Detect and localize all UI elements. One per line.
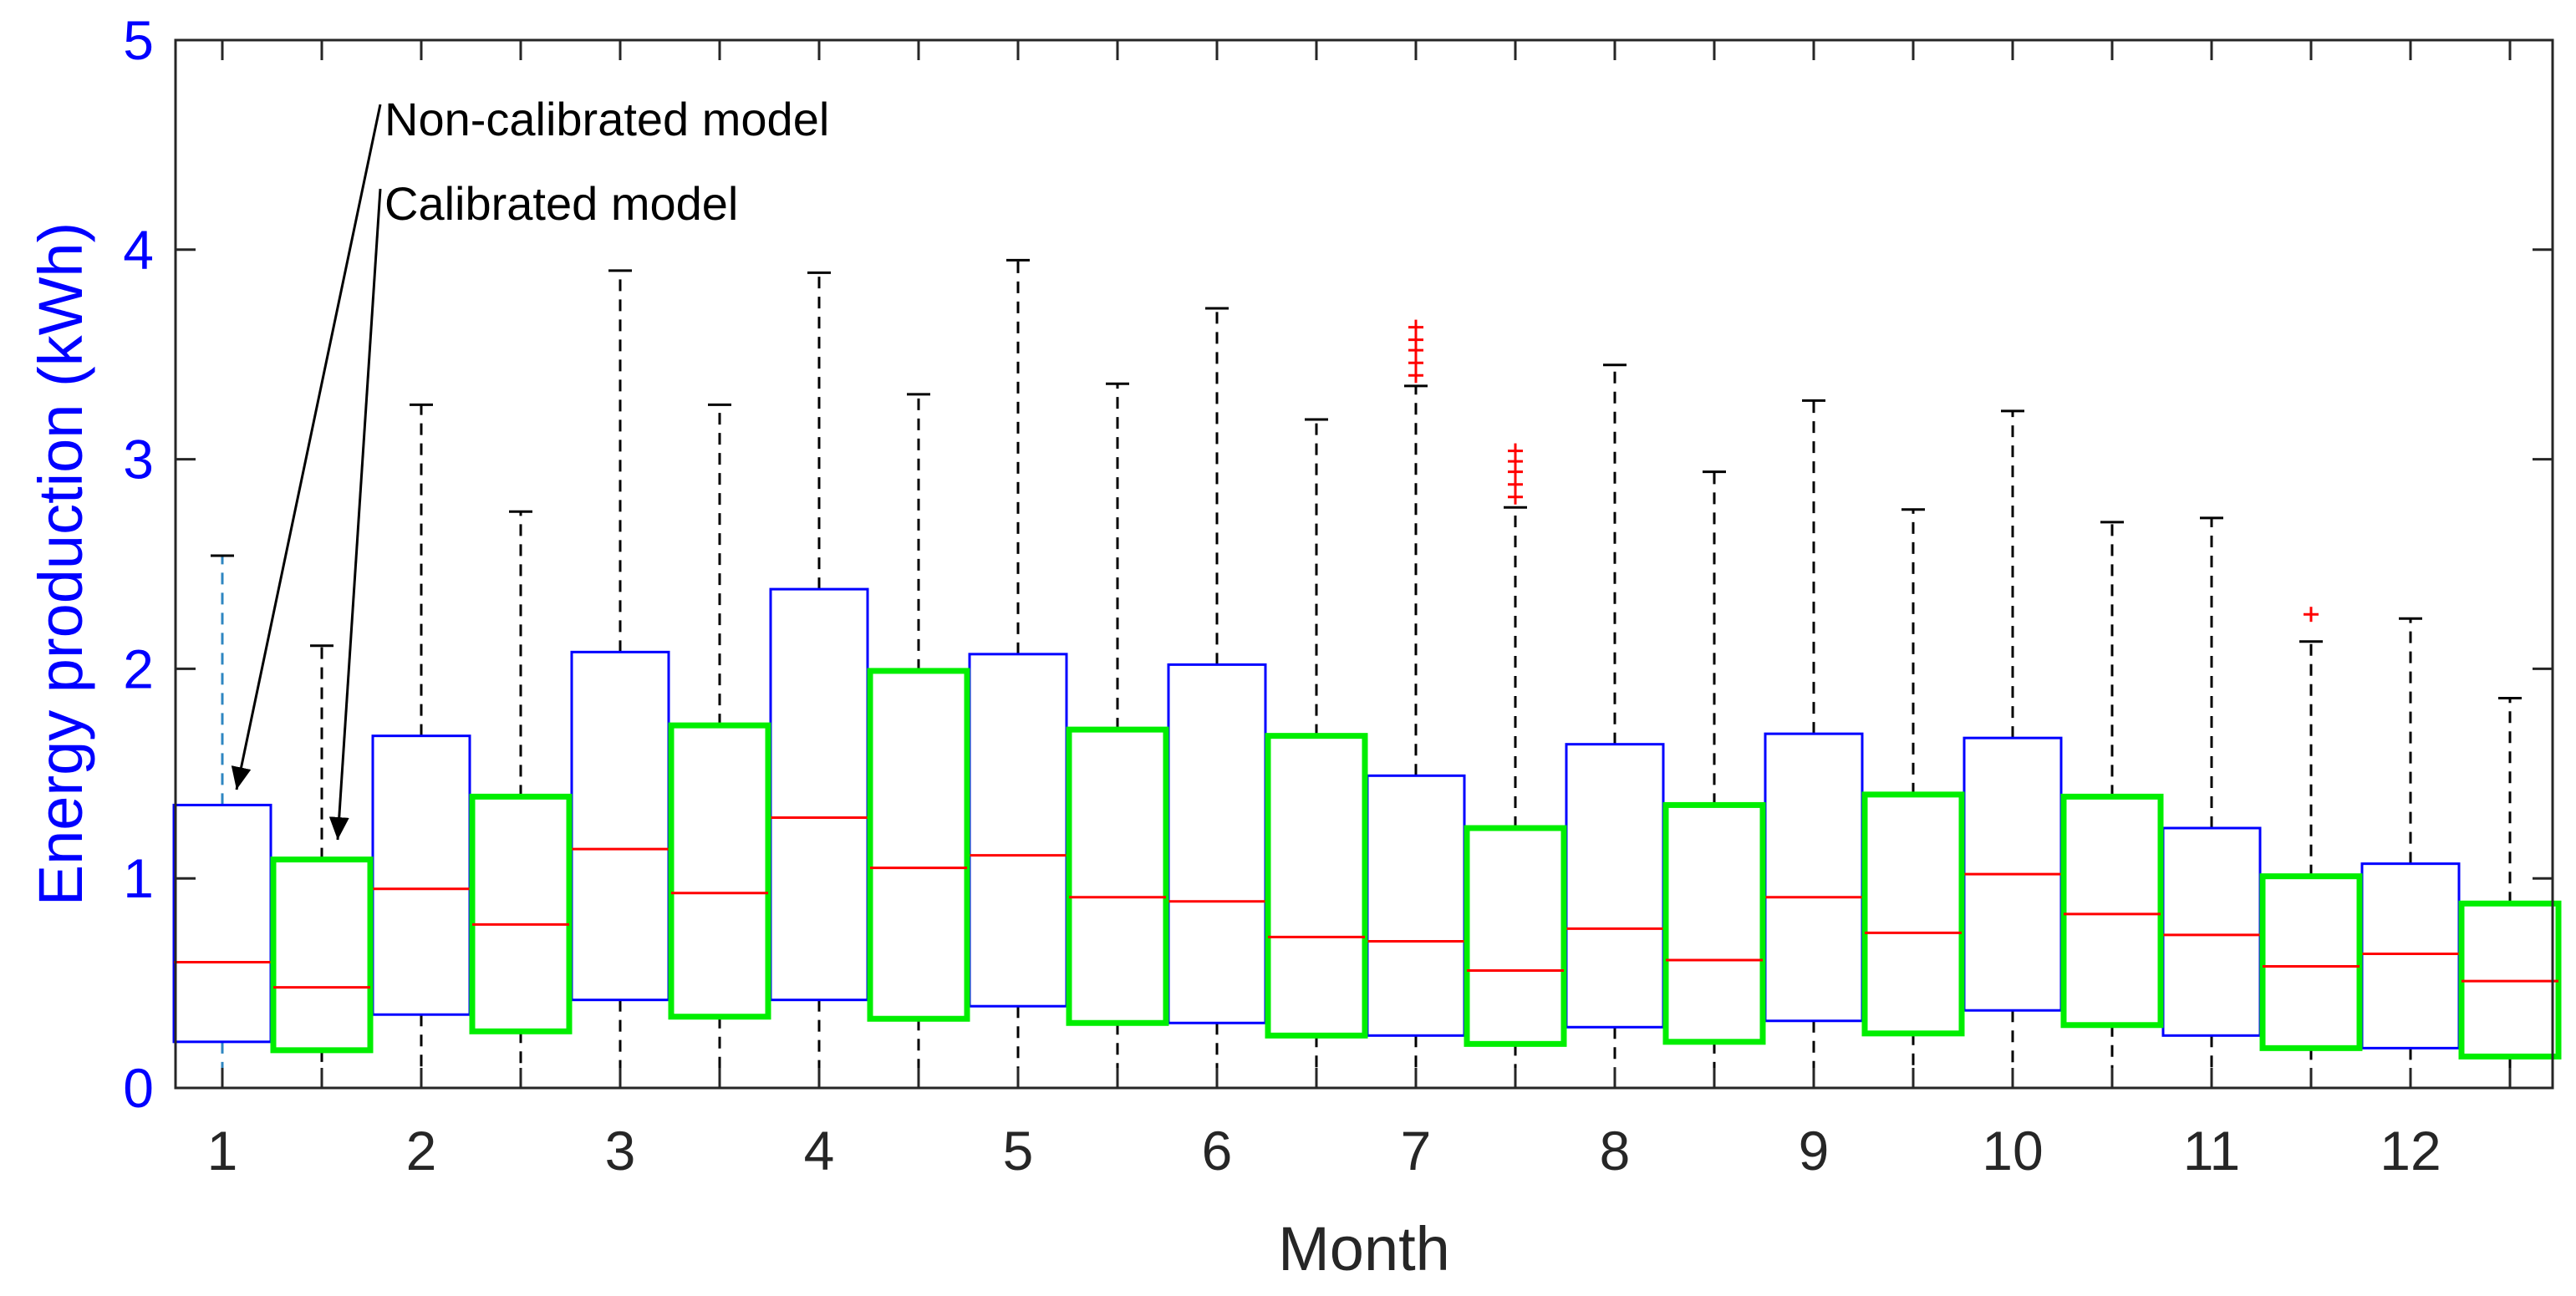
x-tick-label: 9	[1799, 1120, 1830, 1182]
box-iqr	[1662, 801, 1766, 1045]
outlier-marker	[1408, 332, 1423, 348]
x-tick-label: 4	[804, 1120, 835, 1182]
y-tick-label: 3	[123, 429, 154, 490]
annotation-arrow-non-calibrated	[231, 104, 382, 790]
calibrated-box-month-3	[668, 403, 771, 1090]
y-tick-label: 5	[123, 9, 154, 71]
box-iqr	[469, 793, 573, 1034]
x-tick-label: 11	[2183, 1120, 2241, 1182]
non-calibrated-box-month-1	[172, 554, 272, 1090]
box-iqr	[270, 856, 374, 1054]
y-tick-label: 2	[123, 638, 154, 699]
box-iqr	[1464, 825, 1567, 1047]
outlier-marker	[2304, 607, 2319, 623]
box-iqr	[2060, 793, 2164, 1029]
calibrated-box-month-12	[2458, 697, 2562, 1090]
outlier-marker	[1508, 476, 1523, 492]
calibrated-box-month-7	[1464, 443, 1567, 1090]
x-tick-label: 2	[406, 1120, 437, 1182]
x-tick-label: 6	[1202, 1120, 1233, 1182]
calibrated-box-month-11	[2259, 607, 2363, 1090]
annotation-non-calibrated: Non-calibrated model	[384, 93, 829, 145]
box-iqr	[867, 668, 970, 1022]
x-tick-label: 8	[1600, 1120, 1631, 1182]
outlier-marker	[1508, 443, 1523, 459]
calibrated-box-month-5	[1066, 382, 1169, 1090]
box-iqr	[1861, 791, 1965, 1037]
box-iqr	[668, 722, 771, 1020]
annotation-arrow-calibrated	[328, 188, 382, 841]
box-iqr	[1066, 726, 1169, 1026]
annotation-calibrated: Calibrated model	[384, 177, 738, 230]
calibrated-box-month-10	[2060, 521, 2164, 1090]
boxes-layer	[172, 258, 2562, 1090]
axes-frame	[174, 38, 2554, 1090]
calibrated-box-month-1	[270, 644, 374, 1090]
calibrated-box-month-6	[1265, 418, 1368, 1090]
x-tick-label: 10	[1982, 1120, 2043, 1182]
x-tick-label: 5	[1003, 1120, 1034, 1182]
x-tick-label: 12	[2380, 1120, 2441, 1182]
x-tick-label: 1	[207, 1120, 238, 1182]
y-tick-label: 0	[123, 1057, 154, 1119]
outlier-marker	[1408, 355, 1423, 371]
y-tick-label: 4	[123, 219, 154, 281]
outlier-marker	[1408, 368, 1423, 384]
x-tick-label: 7	[1401, 1120, 1432, 1182]
calibrated-box-month-2	[469, 510, 573, 1090]
calibrated-box-month-4	[867, 393, 970, 1090]
x-tick-label: 3	[605, 1120, 636, 1182]
y-axis-title: Energy production (kWh)	[26, 222, 95, 906]
x-axis-title: Month	[1278, 1214, 1450, 1283]
box-iqr	[1265, 733, 1368, 1039]
calibrated-box-month-8	[1662, 470, 1766, 1090]
box-iqr	[2259, 873, 2363, 1051]
y-tick-label: 1	[123, 847, 154, 909]
outlier-marker	[1408, 319, 1423, 335]
outlier-marker	[1508, 489, 1523, 505]
